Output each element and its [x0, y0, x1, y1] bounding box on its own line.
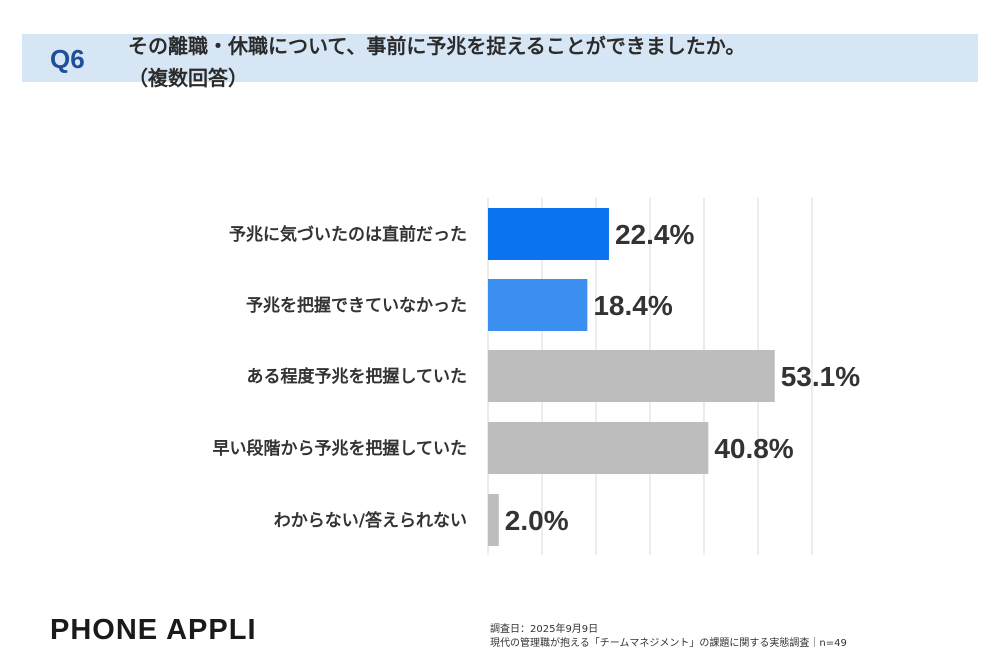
- bar: [488, 494, 499, 546]
- category-label: 早い段階から予兆を把握していた: [213, 438, 468, 459]
- question-note: （複数回答）: [128, 66, 248, 90]
- category-label: 予兆に気づいたのは直前だった: [229, 224, 467, 245]
- category-label: わからない/答えられない: [274, 510, 467, 531]
- bar-chart: 予兆に気づいたのは直前だった 22.4% 予兆を把握できていなかった 18.4% ある程…: [213, 198, 860, 555]
- question-text: その離職・休職について、事前に予兆を捉えることができましたか。: [128, 34, 746, 58]
- bar: [488, 422, 709, 474]
- category-label: 予兆を把握できていなかった: [246, 295, 467, 316]
- value-label: 22.4%: [615, 219, 694, 250]
- category-label: ある程度予兆を把握していた: [247, 366, 468, 387]
- question-number: Q6: [50, 44, 85, 74]
- survey-date: 調査日：2025年9月9日: [490, 624, 599, 635]
- brand-logo: PHONE APPLI: [50, 614, 257, 646]
- bar: [488, 208, 609, 260]
- value-label: 18.4%: [593, 290, 672, 321]
- bar: [488, 279, 588, 331]
- survey-source: 現代の管理職が抱える「チームマネジメント」の課題に関する実態調査｜n=49: [490, 638, 847, 649]
- bar: [488, 350, 775, 402]
- value-label: 40.8%: [714, 433, 793, 464]
- value-label: 53.1%: [781, 361, 860, 392]
- question-banner: [22, 34, 978, 82]
- value-label: 2.0%: [505, 505, 569, 536]
